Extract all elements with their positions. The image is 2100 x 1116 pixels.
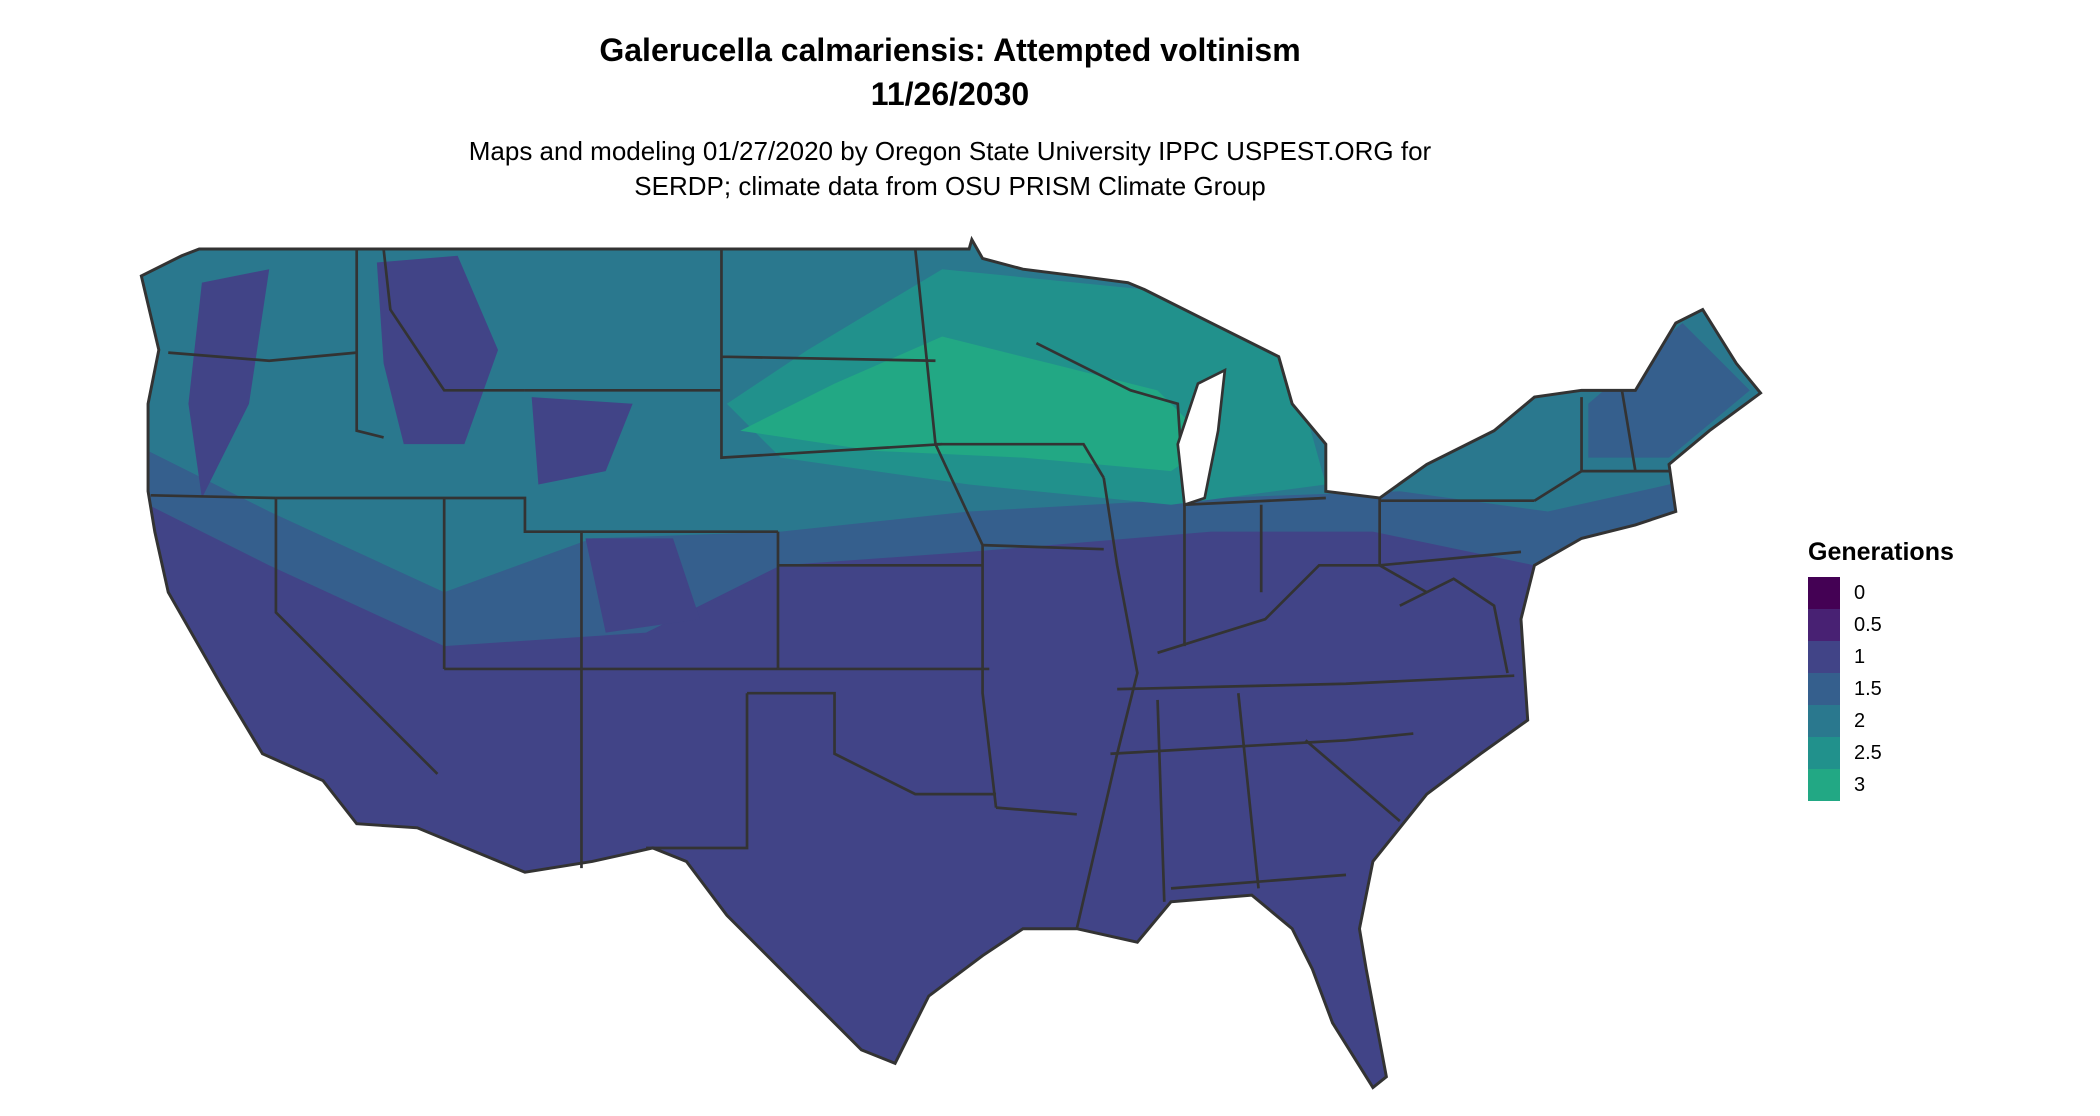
region-gen-1-cascades <box>188 269 270 499</box>
border-il-in-oh <box>1183 498 1381 647</box>
border-mn-ia <box>935 442 1105 479</box>
border-id-west <box>355 249 384 439</box>
legend-swatch <box>1808 609 1840 641</box>
border-ca-nv <box>274 498 439 775</box>
border-40n <box>275 496 778 534</box>
legend-label: 1.5 <box>1854 677 1882 700</box>
region-gen-3 <box>740 336 1212 472</box>
lakes <box>1176 367 1227 507</box>
lake-michigan <box>1176 367 1227 507</box>
map-subtitle-line1: Maps and modeling 01/27/2020 by Oregon S… <box>468 136 1432 166</box>
border-id-mt <box>382 248 525 392</box>
legend-item: 0.5 <box>1808 609 1954 641</box>
legend-swatch <box>1808 737 1840 769</box>
border-pa <box>1379 499 1535 567</box>
legend-swatch <box>1808 577 1840 609</box>
border-tx-nm <box>646 693 749 850</box>
state-borders <box>150 248 1670 930</box>
border-wa-or <box>168 351 357 363</box>
region-gen-1-mountains-wyoming <box>531 397 633 485</box>
legend-swatch <box>1808 641 1840 673</box>
legend-swatch <box>1808 705 1840 737</box>
map-subtitle-line2: SERDP; climate data from OSU PRISM Clima… <box>634 171 1266 201</box>
legend-item: 3 <box>1808 769 1954 801</box>
border-va-wv <box>1399 577 1509 674</box>
border-ny-ne <box>1533 390 1670 502</box>
border-tn-north <box>1117 674 1515 691</box>
legend-item: 2 <box>1808 705 1954 737</box>
legend-swatch <box>1808 769 1840 801</box>
legend-item: 0 <box>1808 577 1954 609</box>
map-date: 11/26/2030 <box>870 76 1030 112</box>
border-mississippi <box>1075 477 1139 930</box>
legend-label: 2.5 <box>1854 741 1882 764</box>
legend-item: 1.5 <box>1808 673 1954 705</box>
legend: Generations 0 0.5 1 1.5 2 2.5 3 <box>1808 538 1954 801</box>
legend-swatch <box>1808 673 1840 705</box>
legend-item: 2.5 <box>1808 737 1954 769</box>
legend-item: 1 <box>1808 641 1954 673</box>
border-ms-al <box>1156 693 1260 902</box>
legend-label: 2 <box>1854 709 1866 732</box>
border-ok-tx <box>747 691 997 796</box>
legend-title: Generations <box>1808 538 1954 566</box>
legend-label: 1 <box>1854 645 1866 668</box>
border-ga-fl <box>1170 873 1347 890</box>
border-nd-sd-ne <box>524 249 943 460</box>
legend-label: 3 <box>1854 773 1866 796</box>
border-ohio-river <box>1157 563 1428 655</box>
border-ga-sc <box>1304 739 1401 823</box>
border-or-ca <box>150 493 276 500</box>
us-outline <box>139 235 1763 1090</box>
region-gen-1-mountains-colorado <box>585 538 700 633</box>
border-ia-mo <box>982 543 1104 551</box>
legend-label: 0 <box>1854 581 1866 604</box>
map-title: Galerucella calmariensis: Attempted volt… <box>599 32 1301 68</box>
border-tn-south <box>1110 732 1414 756</box>
legend-label: 0.5 <box>1854 613 1882 636</box>
border-ar-la <box>995 806 1077 816</box>
region-gen-1-mountains-idaho <box>376 255 499 445</box>
border-wi-mi <box>1035 342 1326 507</box>
